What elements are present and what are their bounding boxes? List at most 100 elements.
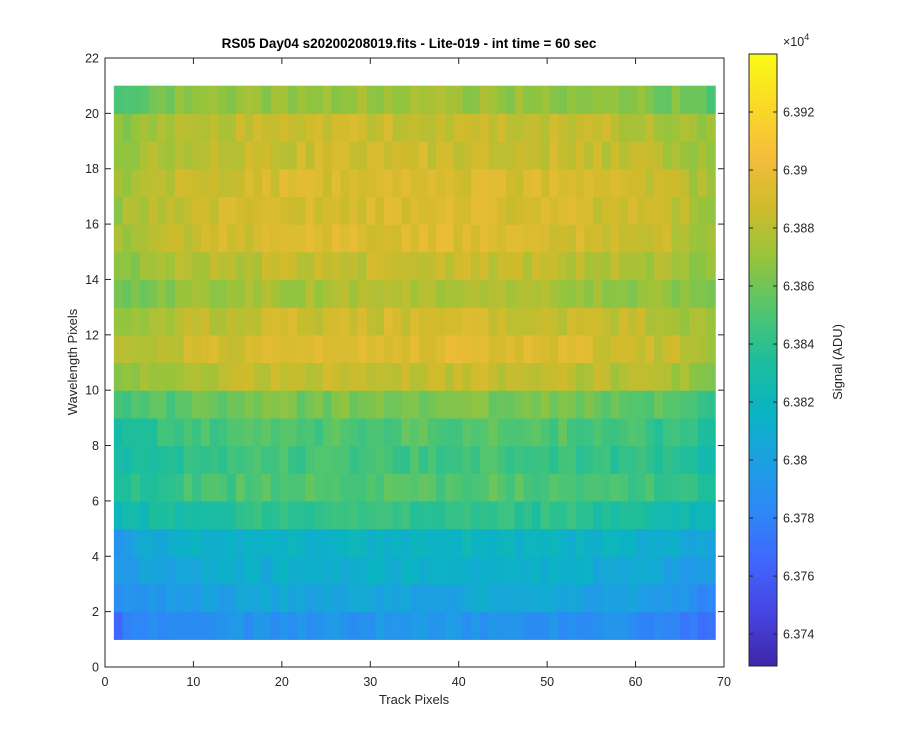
heatmap-cell bbox=[244, 611, 254, 640]
heatmap-cell bbox=[340, 113, 350, 142]
heatmap-cell bbox=[366, 473, 376, 502]
heatmap-cell bbox=[689, 583, 699, 613]
heatmap-cell bbox=[235, 85, 246, 114]
heatmap-cell bbox=[279, 168, 289, 198]
heatmap-cell bbox=[288, 307, 298, 336]
heatmap-cell bbox=[549, 113, 559, 142]
heatmap-cell bbox=[488, 334, 498, 364]
heatmap-cell bbox=[689, 141, 699, 170]
heatmap-cell bbox=[357, 168, 368, 198]
heatmap-cell bbox=[270, 251, 281, 281]
heatmap-cell bbox=[192, 362, 202, 391]
heatmap-cell bbox=[628, 196, 638, 225]
heatmap-cell bbox=[183, 500, 193, 530]
heatmap-cell bbox=[200, 611, 211, 640]
heatmap-cell bbox=[418, 583, 429, 613]
heatmap-cell bbox=[549, 334, 559, 364]
heatmap-cell bbox=[131, 196, 141, 225]
heatmap-cell bbox=[349, 473, 359, 502]
heatmap-cell bbox=[244, 417, 254, 447]
heatmap-cell bbox=[340, 445, 350, 474]
heatmap-cell bbox=[227, 307, 237, 336]
heatmap-cell bbox=[270, 168, 281, 198]
heatmap-cell bbox=[584, 362, 594, 391]
heatmap-cell bbox=[619, 307, 629, 336]
heatmap-cell bbox=[671, 500, 681, 530]
heatmap-cell bbox=[131, 556, 141, 585]
heatmap-cell bbox=[122, 556, 132, 585]
heatmap-cell bbox=[497, 362, 507, 391]
heatmap-cell bbox=[418, 473, 429, 502]
heatmap-cell bbox=[375, 279, 385, 308]
heatmap-cell bbox=[279, 473, 289, 502]
heatmap-cell bbox=[575, 500, 586, 530]
heatmap-cell bbox=[261, 279, 272, 308]
heatmap-cell bbox=[410, 85, 420, 114]
heatmap-cell bbox=[506, 390, 516, 419]
heatmap-cell bbox=[227, 473, 237, 502]
heatmap-cell bbox=[619, 445, 629, 474]
heatmap-cell bbox=[183, 473, 193, 502]
heatmap-cell bbox=[305, 307, 315, 336]
heatmap-cell bbox=[340, 307, 350, 336]
heatmap-cell bbox=[183, 196, 193, 225]
heatmap-cell bbox=[514, 417, 525, 447]
heatmap-cell bbox=[436, 417, 446, 447]
heatmap-cell bbox=[540, 528, 551, 557]
heatmap-cell bbox=[628, 528, 638, 557]
heatmap-cell bbox=[567, 556, 577, 585]
heatmap-cell bbox=[610, 528, 620, 557]
heatmap-cell bbox=[366, 334, 376, 364]
heatmap-cell bbox=[305, 611, 315, 640]
heatmap-cell bbox=[139, 113, 150, 142]
heatmap-cell bbox=[323, 500, 333, 530]
heatmap-cell bbox=[157, 279, 167, 308]
heatmap-cell bbox=[610, 251, 620, 281]
heatmap-cell bbox=[619, 251, 629, 281]
heatmap-cell bbox=[331, 251, 342, 281]
heatmap-cell bbox=[157, 141, 167, 170]
heatmap-cell bbox=[227, 224, 237, 253]
heatmap-cell bbox=[192, 417, 202, 447]
heatmap-cell bbox=[593, 224, 603, 253]
heatmap-cell bbox=[689, 528, 699, 557]
heatmap-cell bbox=[261, 500, 272, 530]
heatmap-cell bbox=[384, 168, 394, 198]
heatmap-cell bbox=[244, 445, 254, 474]
heatmap-cell bbox=[157, 113, 167, 142]
heatmap-cell bbox=[488, 473, 498, 502]
heatmap-cell bbox=[532, 141, 542, 170]
heatmap-cell bbox=[183, 556, 193, 585]
heatmap-cell bbox=[497, 279, 507, 308]
heatmap-cell bbox=[601, 445, 612, 474]
heatmap-cell bbox=[366, 224, 376, 253]
heatmap-cell bbox=[166, 445, 176, 474]
heatmap-cell bbox=[619, 390, 629, 419]
heatmap-cell bbox=[192, 279, 202, 308]
heatmap-cell bbox=[567, 85, 577, 114]
heatmap-cell bbox=[671, 141, 681, 170]
heatmap-cell bbox=[375, 307, 385, 336]
heatmap-cell bbox=[584, 583, 594, 613]
heatmap-cell bbox=[453, 362, 464, 391]
heatmap-cell bbox=[479, 196, 490, 225]
heatmap-cell bbox=[366, 85, 376, 114]
heatmap-cell bbox=[497, 334, 507, 364]
heatmap-cell bbox=[680, 556, 690, 585]
heatmap-cell bbox=[270, 85, 281, 114]
heatmap-cell bbox=[366, 307, 376, 336]
heatmap-cell bbox=[296, 445, 307, 474]
heatmap-cell bbox=[619, 556, 629, 585]
heatmap-cell bbox=[636, 390, 647, 419]
heatmap-cell bbox=[523, 307, 533, 336]
heatmap-cell bbox=[514, 113, 525, 142]
heatmap-cell bbox=[323, 556, 333, 585]
heatmap-cell bbox=[375, 362, 385, 391]
heatmap-cell bbox=[427, 113, 437, 142]
heatmap-cell bbox=[392, 224, 403, 253]
heatmap-cell bbox=[209, 445, 220, 474]
heatmap-cell bbox=[384, 556, 394, 585]
heatmap-cell bbox=[401, 141, 411, 170]
heatmap-cell bbox=[593, 390, 603, 419]
heatmap-cell bbox=[227, 528, 237, 557]
